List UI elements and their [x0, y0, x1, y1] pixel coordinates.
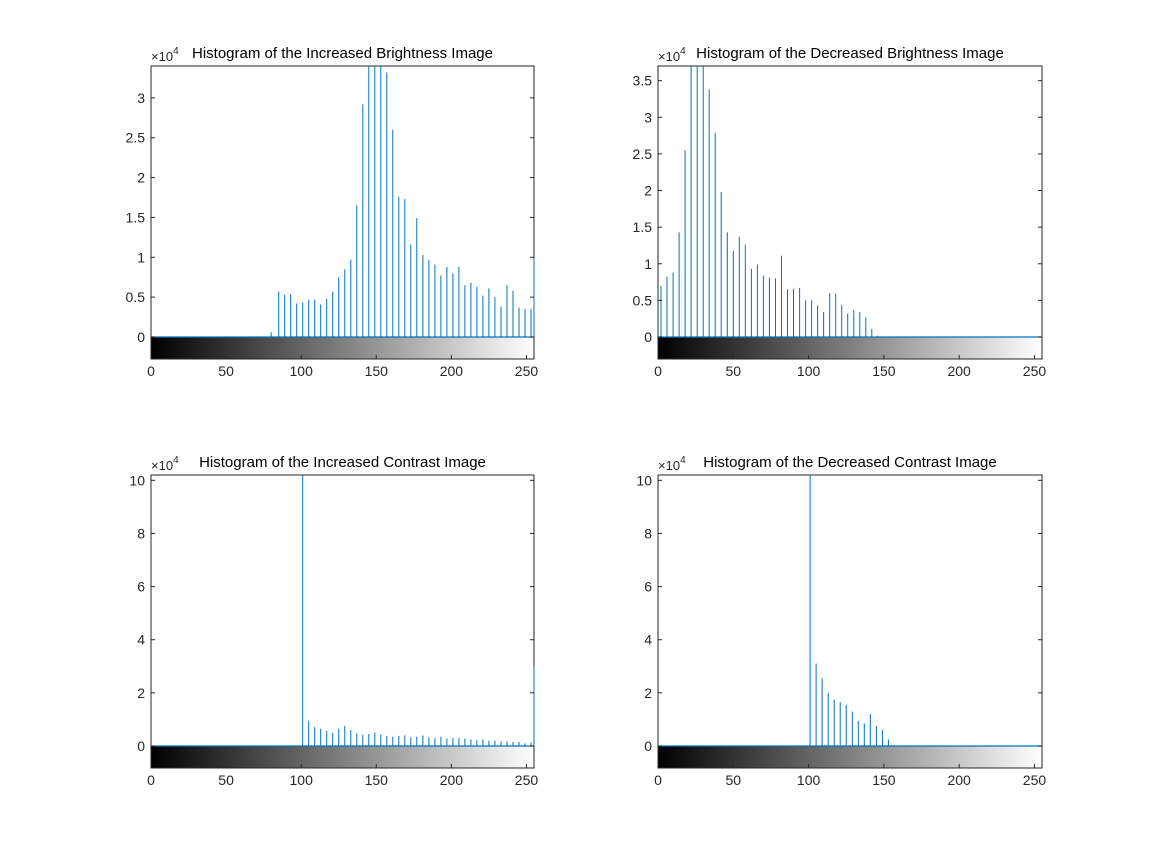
gray-colorbar: [150, 336, 535, 360]
x-tick-label: 0: [147, 772, 155, 788]
x-tick-label: 250: [515, 363, 539, 379]
plot-title: Histogram of the Increased Contrast Imag…: [199, 454, 486, 471]
y-tick-labels: 0 2 4 6 8 10: [129, 472, 534, 754]
x-tick-label: 200: [440, 772, 464, 788]
y-tick-label: 0: [137, 329, 145, 345]
x-tick-label: 0: [147, 363, 155, 379]
x-tick-label: 200: [440, 363, 464, 379]
histogram-increased-contrast: 0 2 4 6 8 10 0 50 100 150 200 250 ×104 Histogram o…: [129, 454, 538, 788]
y-tick-label: 6: [137, 579, 145, 595]
x-tick-label: 150: [872, 772, 896, 788]
x-tick-label: 250: [1023, 363, 1047, 379]
y-tick-label: 8: [137, 525, 145, 541]
histogram-stems: [658, 66, 1042, 338]
plot-title: Histogram of the Decreased Contrast Imag…: [703, 454, 996, 471]
y-tick-label: 2: [137, 170, 145, 186]
x-tick-labels: 0 50 100 150 200 250: [654, 355, 1046, 379]
axes-box: [150, 65, 535, 360]
y-exponent-label: ×104: [151, 455, 179, 473]
y-tick-label: 1: [137, 249, 145, 265]
plot-title: Histogram of the Increased Brightness Im…: [192, 45, 493, 62]
histogram-stems: [151, 475, 535, 747]
y-tick-label: 1: [644, 256, 652, 272]
y-tick-label: 0.5: [633, 292, 653, 308]
x-tick-label: 50: [218, 363, 234, 379]
y-tick-label: 0: [644, 738, 652, 754]
x-tick-label: 150: [365, 772, 389, 788]
histogram-decreased-contrast: 0 2 4 6 8 10 0 50 100 150 200 250 ×104 Histogram o…: [636, 454, 1046, 788]
x-tick-label: 250: [515, 772, 539, 788]
x-tick-label: 150: [872, 363, 896, 379]
histogram-stems: [151, 66, 535, 338]
x-tick-label: 200: [947, 772, 971, 788]
x-tick-label: 100: [797, 363, 821, 379]
x-tick-label: 50: [726, 363, 742, 379]
y-tick-label: 1.5: [126, 209, 146, 225]
y-tick-labels: 0 0.5 1 1.5 2 2.5 3 3.5: [633, 73, 1042, 345]
axes-box: [657, 474, 1043, 769]
x-tick-label: 50: [218, 772, 234, 788]
y-tick-label: 6: [644, 579, 652, 595]
x-tick-label: 0: [654, 772, 662, 788]
x-tick-label: 100: [290, 363, 314, 379]
x-tick-label: 150: [365, 363, 389, 379]
gray-colorbar: [657, 745, 1043, 769]
y-tick-label: 3: [644, 109, 652, 125]
x-tick-label: 200: [947, 363, 971, 379]
x-tick-labels: 0 50 100 150 200 250: [654, 764, 1046, 788]
y-tick-label: 8: [644, 525, 652, 541]
y-tick-label: 10: [129, 472, 145, 488]
y-tick-label: 0: [644, 329, 652, 345]
histogram-increased-brightness: 0 0.5 1 1.5 2 2.5 3 0 50 100 150 200 250 ×104 Histo…: [126, 45, 539, 379]
y-tick-label: 2: [644, 685, 652, 701]
y-tick-label: 4: [137, 632, 145, 648]
y-tick-label: 4: [644, 632, 652, 648]
x-tick-label: 0: [654, 363, 662, 379]
y-tick-label: 2.5: [126, 130, 146, 146]
gray-colorbar: [657, 336, 1043, 360]
y-tick-label: 3.5: [633, 73, 653, 89]
y-tick-labels: 0 2 4 6 8 10: [636, 472, 1042, 754]
histogram-stems: [658, 475, 1042, 747]
axes-box: [150, 474, 535, 769]
y-tick-label: 10: [636, 472, 652, 488]
y-tick-label: 2.5: [633, 146, 653, 162]
y-tick-label: 1.5: [633, 219, 653, 235]
axes-box: [657, 65, 1043, 360]
histogram-decreased-brightness: 0 0.5 1 1.5 2 2.5 3 3.5 0 50 100 150 200 250 ×104 Hi…: [633, 45, 1047, 379]
y-exponent-label: ×104: [151, 46, 179, 64]
x-tick-labels: 0 50 100 150 200 250: [147, 764, 538, 788]
x-tick-label: 50: [726, 772, 742, 788]
x-tick-label: 250: [1023, 772, 1047, 788]
y-tick-label: 2: [137, 685, 145, 701]
y-exponent-label: ×104: [658, 455, 686, 473]
y-tick-label: 3: [137, 90, 145, 106]
y-tick-labels: 0 0.5 1 1.5 2 2.5 3: [126, 90, 534, 345]
y-tick-label: 0: [137, 738, 145, 754]
x-tick-labels: 0 50 100 150 200 250: [147, 355, 538, 379]
gray-colorbar: [150, 745, 535, 769]
y-tick-label: 2: [644, 183, 652, 199]
x-tick-label: 100: [290, 772, 314, 788]
y-exponent-label: ×104: [658, 46, 686, 64]
plot-title: Histogram of the Decreased Brightness Im…: [696, 45, 1004, 62]
x-tick-label: 100: [797, 772, 821, 788]
y-tick-label: 0.5: [126, 289, 146, 305]
